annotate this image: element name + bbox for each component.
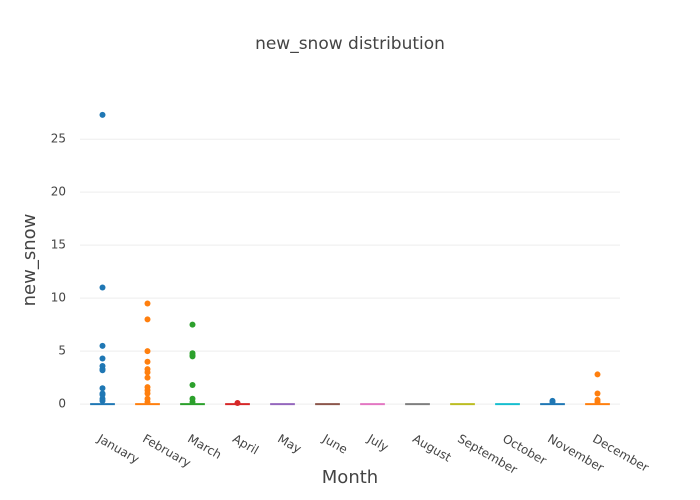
outlier: [594, 398, 601, 405]
x-tick-label: August: [410, 432, 454, 465]
x-axis-title: Month: [322, 467, 378, 488]
outlier: [144, 316, 151, 323]
outlier: [144, 374, 151, 381]
x-tick-label: January: [94, 431, 141, 466]
y-axis-title: new_snow: [19, 214, 40, 307]
outlier: [144, 398, 151, 405]
outlier: [144, 358, 151, 365]
outlier: [99, 391, 106, 398]
x-tick-label: February: [140, 432, 193, 471]
outlier: [99, 355, 106, 362]
y-tick-label: 5: [58, 344, 66, 358]
outlier: [144, 369, 151, 376]
x-tick-label: April: [230, 432, 261, 458]
outlier: [99, 367, 106, 374]
outlier: [144, 348, 151, 355]
outlier: [189, 398, 196, 405]
y-tick-label: 25: [51, 132, 66, 146]
y-tick-label: 0: [58, 397, 66, 411]
outlier: [99, 397, 106, 404]
outlier: [99, 342, 106, 349]
chart-title: new_snow distribution: [255, 34, 445, 54]
outlier: [189, 353, 196, 360]
outlier: [99, 385, 106, 392]
x-tick-label: July: [364, 431, 391, 454]
x-tick-label: June: [319, 431, 350, 457]
outlier: [594, 390, 601, 397]
outlier: [234, 400, 241, 407]
x-tick-label: May: [275, 432, 303, 457]
outlier: [144, 390, 151, 397]
outlier: [594, 371, 601, 378]
outlier: [144, 300, 151, 307]
y-tick-label: 10: [51, 291, 66, 305]
y-tick-label: 15: [51, 238, 66, 252]
y-tick-label: 20: [51, 185, 66, 199]
outlier: [549, 398, 556, 405]
outlier: [189, 382, 196, 389]
outlier: [99, 284, 106, 291]
outlier: [99, 111, 106, 118]
outlier: [189, 321, 196, 328]
